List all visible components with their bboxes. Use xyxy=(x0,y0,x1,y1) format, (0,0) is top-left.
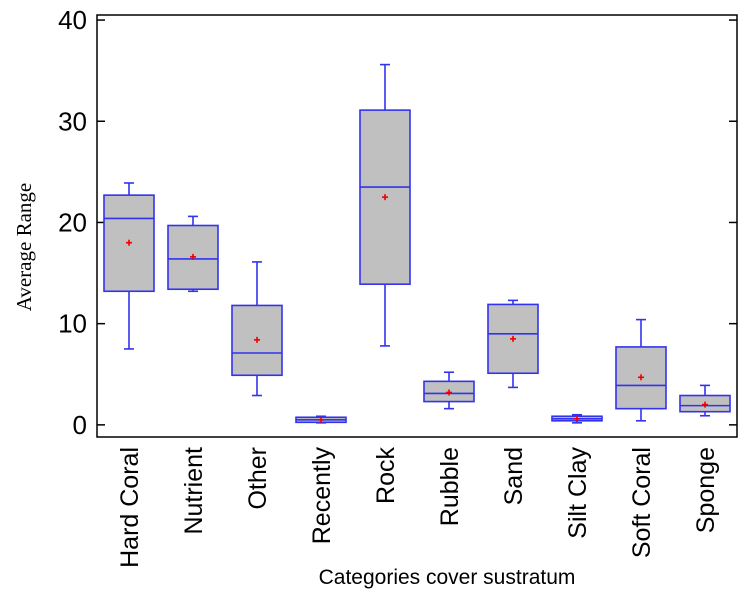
y-tick-label: 40 xyxy=(58,5,87,35)
y-tick-label: 10 xyxy=(58,309,87,339)
box-rock xyxy=(359,63,411,347)
y-tick-label: 30 xyxy=(58,106,87,136)
box-soft-coral xyxy=(615,318,667,422)
x-tick-label: Recently xyxy=(308,447,336,545)
box-rubble xyxy=(423,371,475,410)
x-tick-label: Hard Coral xyxy=(116,447,144,568)
x-tick-label: Rock xyxy=(372,447,400,504)
x-axis-category-labels: Hard Coral Nutrient Other Recently Rock Rubbl… xyxy=(116,447,720,568)
y-axis: 0 10 20 30 40 xyxy=(58,5,737,440)
x-axis-label: Categories cover sustratum xyxy=(319,566,576,589)
y-tick-label: 0 xyxy=(73,410,87,440)
x-tick-label: Nutrient xyxy=(180,447,208,535)
y-tick-label: 20 xyxy=(58,207,87,237)
x-tick-label: Sponge xyxy=(692,447,720,533)
x-tick-label: Soft Coral xyxy=(628,447,656,558)
box-nutrient xyxy=(167,215,219,293)
box-hard-coral xyxy=(103,182,155,350)
box-sponge xyxy=(679,384,731,417)
box-other xyxy=(231,261,283,397)
y-axis-label: Average Range xyxy=(12,183,36,311)
plot-frame xyxy=(96,14,738,438)
x-tick-label: Silt Clay xyxy=(564,447,592,539)
box-silt-clay xyxy=(551,413,603,424)
x-tick-label: Other xyxy=(244,447,272,510)
box-sand xyxy=(487,299,539,389)
x-tick-label: Sand xyxy=(500,447,528,505)
boxes-group xyxy=(103,63,731,424)
box-recently xyxy=(295,415,347,424)
x-tick-label: Rubble xyxy=(436,447,464,526)
